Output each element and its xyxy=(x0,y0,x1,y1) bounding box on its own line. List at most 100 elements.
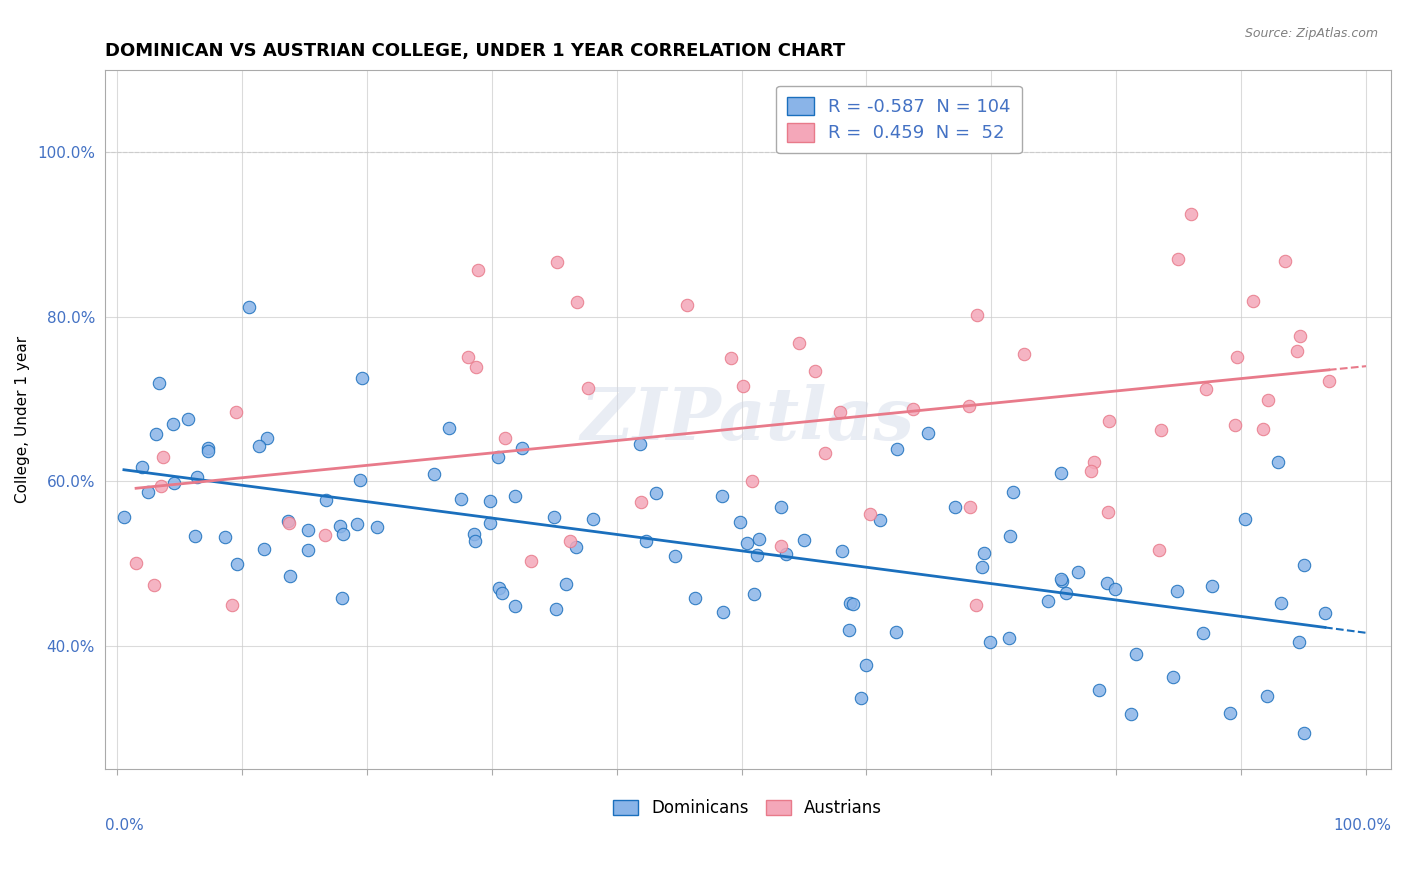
Point xyxy=(814,446,837,460)
Point xyxy=(439,421,461,435)
Text: Source: ZipAtlas.com: Source: ZipAtlas.com xyxy=(1244,27,1378,40)
Point xyxy=(197,441,219,455)
Point xyxy=(741,474,763,488)
Point xyxy=(145,426,167,441)
Point xyxy=(494,431,516,445)
Point xyxy=(450,492,472,507)
Point xyxy=(830,404,852,418)
Point xyxy=(1038,593,1060,607)
Point xyxy=(520,554,543,568)
Point xyxy=(478,516,501,530)
Point xyxy=(787,335,810,350)
Point xyxy=(1104,582,1126,596)
Point xyxy=(664,549,686,563)
Point xyxy=(221,598,243,612)
Point xyxy=(503,489,526,503)
Point xyxy=(998,631,1021,645)
Point xyxy=(578,381,600,395)
Point xyxy=(1083,455,1105,469)
Point xyxy=(711,606,734,620)
Point xyxy=(965,598,987,612)
Point xyxy=(1052,574,1074,588)
Point xyxy=(1121,706,1143,721)
Point xyxy=(1274,254,1296,268)
Point xyxy=(1054,586,1077,600)
Point xyxy=(917,426,939,441)
Point xyxy=(634,534,657,549)
Point xyxy=(346,517,368,532)
Point xyxy=(710,490,733,504)
Point xyxy=(1050,466,1073,480)
Point xyxy=(630,494,652,508)
Point xyxy=(491,586,513,600)
Point xyxy=(163,476,186,491)
Point xyxy=(256,431,278,445)
Point xyxy=(770,539,793,553)
Point xyxy=(125,557,148,571)
Point xyxy=(1097,505,1119,519)
Point xyxy=(463,527,485,541)
Point xyxy=(1098,414,1121,428)
Text: ZIPatlas: ZIPatlas xyxy=(581,384,915,455)
Point xyxy=(1012,347,1035,361)
Point xyxy=(148,376,170,390)
Point xyxy=(350,370,373,384)
Point xyxy=(464,534,486,549)
Point xyxy=(849,691,872,706)
Point xyxy=(979,635,1001,649)
Point xyxy=(683,591,706,606)
Point xyxy=(486,450,509,465)
Point xyxy=(510,441,533,455)
Point xyxy=(838,596,860,610)
Point xyxy=(143,577,166,591)
Point xyxy=(644,485,666,500)
Point xyxy=(278,569,301,583)
Point xyxy=(859,507,882,521)
Point xyxy=(973,545,995,559)
Point xyxy=(543,509,565,524)
Point xyxy=(1226,351,1249,365)
Point xyxy=(1201,579,1223,593)
Point xyxy=(150,479,173,493)
Point xyxy=(247,439,270,453)
Point xyxy=(1223,418,1246,433)
Point xyxy=(1289,329,1312,343)
Point xyxy=(554,577,576,591)
Point xyxy=(720,351,742,366)
Point xyxy=(1002,485,1025,500)
Point xyxy=(1195,382,1218,396)
Point xyxy=(225,558,247,572)
Point xyxy=(855,658,877,673)
Point xyxy=(1256,689,1278,703)
Point xyxy=(582,512,605,526)
Point xyxy=(564,540,586,554)
Point xyxy=(628,437,651,451)
Text: DOMINICAN VS AUSTRIAN COLLEGE, UNDER 1 YEAR CORRELATION CHART: DOMINICAN VS AUSTRIAN COLLEGE, UNDER 1 Y… xyxy=(104,42,845,60)
Point xyxy=(731,378,754,392)
Point xyxy=(349,473,371,487)
Point xyxy=(565,295,588,310)
Point xyxy=(1270,596,1292,610)
Point xyxy=(884,625,907,640)
Point xyxy=(1163,670,1185,684)
Point xyxy=(1147,543,1170,558)
Point xyxy=(775,547,797,561)
Text: 0.0%: 0.0% xyxy=(104,818,143,833)
Point xyxy=(959,500,981,514)
Point xyxy=(332,527,354,541)
Point xyxy=(252,542,274,557)
Point xyxy=(184,528,207,542)
Point xyxy=(957,400,980,414)
Point xyxy=(901,401,924,416)
Point xyxy=(842,598,865,612)
Point xyxy=(197,444,219,458)
Point xyxy=(1313,606,1336,620)
Point xyxy=(478,493,501,508)
Point xyxy=(329,519,352,533)
Point xyxy=(804,364,827,378)
Point xyxy=(1257,393,1279,408)
Point xyxy=(748,533,770,547)
Text: 100.0%: 100.0% xyxy=(1333,818,1391,833)
Point xyxy=(423,467,446,481)
Point xyxy=(838,623,860,637)
